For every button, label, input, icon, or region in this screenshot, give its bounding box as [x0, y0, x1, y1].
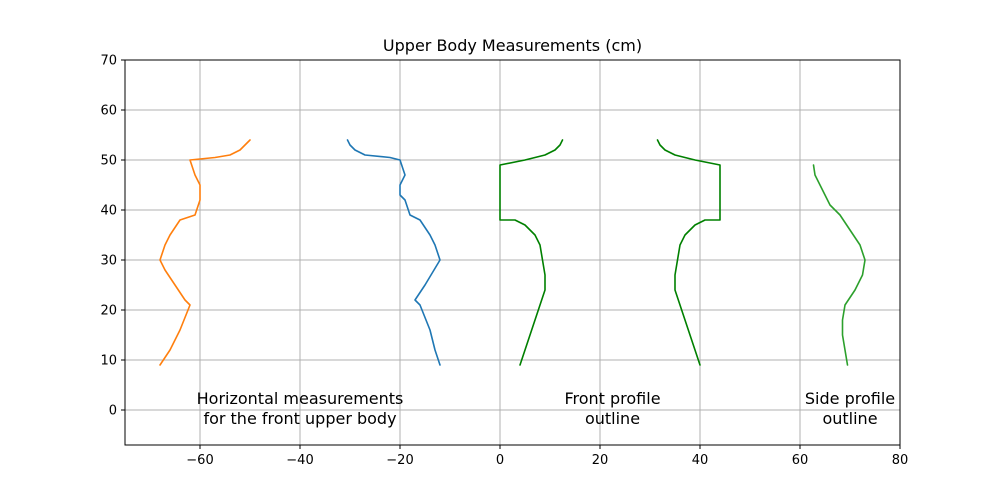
y-tick-label: 0	[109, 404, 117, 419]
annotations: Horizontal measurements for the front upp…	[197, 389, 895, 428]
x-tick-label: −40	[286, 453, 313, 468]
y-tick-label: 30	[100, 254, 117, 269]
y-tick-label: 10	[100, 354, 117, 369]
annotation-line: Side profile	[805, 389, 895, 408]
annotation-line: Horizontal measurements	[197, 389, 404, 408]
x-tick-label: −20	[386, 453, 413, 468]
annotation-line: outline	[822, 409, 877, 428]
annotation-line: for the front upper body	[203, 409, 396, 428]
y-tick-label: 40	[100, 204, 117, 219]
annotation-text: Front profile outline	[564, 389, 660, 428]
x-tick-label: 60	[792, 453, 809, 468]
x-tick-label: 20	[592, 453, 609, 468]
grid-lines	[125, 59, 901, 445]
y-tick-label: 50	[100, 154, 117, 169]
x-tick-label: 80	[892, 453, 909, 468]
y-tick-label: 60	[100, 104, 117, 119]
series-line-4	[656, 139, 721, 366]
annotation-text: Side profile outline	[805, 389, 895, 428]
annotation-line: Front profile	[564, 389, 660, 408]
y-tick-label: 20	[100, 304, 117, 319]
series-line-1	[346, 139, 441, 366]
x-tick-label: 0	[496, 453, 504, 468]
series-lines	[159, 139, 866, 366]
axis-ticks: −60 −40 −20 0 20 40 60 80 0 10 20 30 40 50 60 70	[100, 54, 908, 469]
series-line-2	[159, 139, 251, 366]
y-tick-label: 70	[100, 54, 117, 69]
x-tick-label: 40	[692, 453, 709, 468]
chart-title: Upper Body Measurements (cm)	[383, 36, 642, 55]
annotation-line: outline	[585, 409, 640, 428]
annotation-text: Horizontal measurements for the front upp…	[197, 389, 404, 428]
series-line-3	[499, 139, 564, 366]
series-line-5	[812, 164, 866, 366]
x-tick-label: −60	[186, 453, 213, 468]
plot-frame	[124, 59, 901, 446]
